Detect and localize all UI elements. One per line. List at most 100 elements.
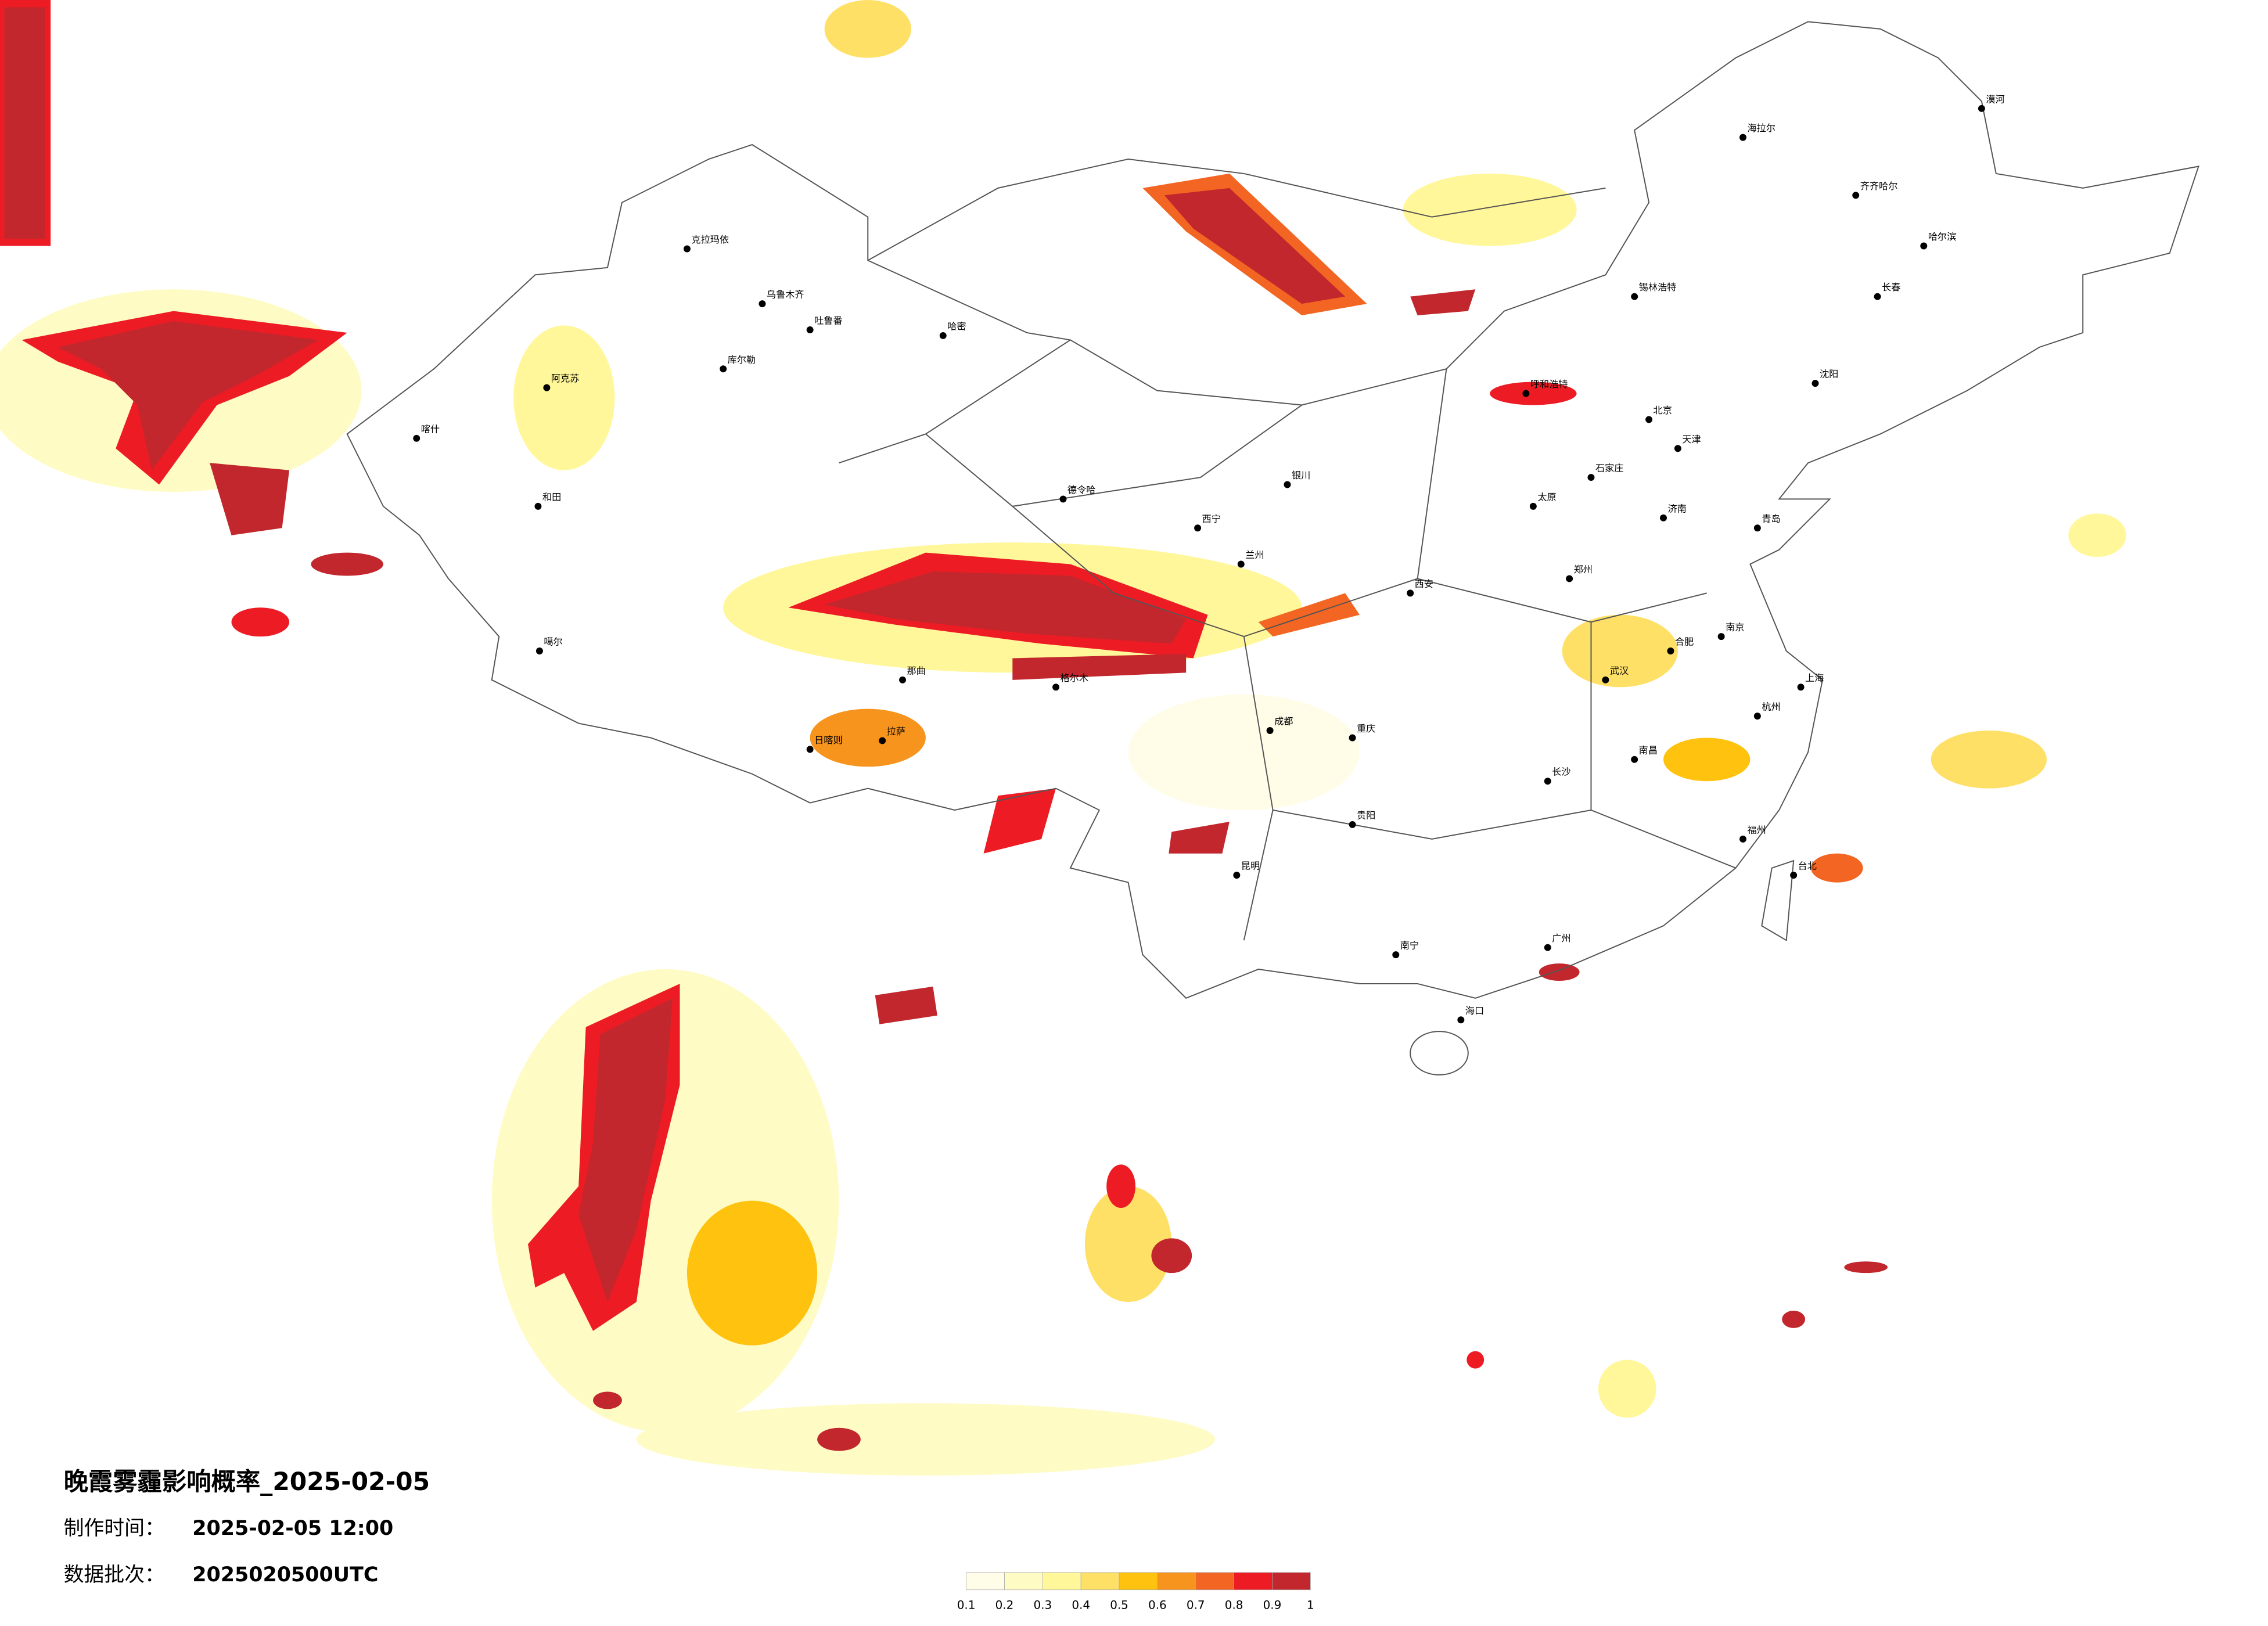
city-label: 喀什 [421,423,440,434]
colorbar-tick-label: 0.9 [1263,1599,1282,1612]
city-label: 合肥 [1675,636,1694,647]
city-label: 阿克苏 [551,373,580,384]
colorbar-tick-label: 0.8 [1225,1599,1243,1612]
city-label: 济南 [1667,503,1686,514]
colorbar-tick-label: 1 [1307,1599,1314,1612]
city-label: 日喀则 [814,735,843,746]
city-label: 南京 [1726,622,1744,633]
city-label: 哈尔滨 [1928,231,1957,242]
city-dot [1753,713,1761,720]
city-dot [1717,633,1725,641]
city-dot [1529,502,1537,510]
city-label: 噶尔 [544,636,562,647]
city-label: 沈阳 [1820,369,1838,380]
city-dot [1457,1016,1465,1024]
city-label: 上海 [1805,672,1824,684]
city-label: 银川 [1292,470,1310,481]
colorbar-box [1272,1572,1311,1591]
city-dot [1811,380,1819,387]
colorbar-tick-label: 0.6 [1148,1599,1167,1612]
city-dot [1645,416,1653,423]
city-label: 青岛 [1762,513,1780,524]
batch-label: 数据批次： [64,1563,165,1587]
city-dot [1522,390,1530,397]
city-label: 昆明 [1241,861,1260,872]
city-dot [534,502,542,510]
colorbar: 0.1 0.2 0.3 0.4 0.5 0.6 0.7 0.8 0.9 1 [957,1572,1314,1612]
city-dot [1566,575,1573,582]
made-time-value: 2025-02-05 12:00 [192,1517,393,1540]
colorbar-box [1195,1572,1234,1591]
city-label: 库尔勒 [728,354,756,365]
city-dot [1852,192,1860,199]
city-label: 长沙 [1552,767,1570,778]
city-dot [879,737,886,744]
colorbar-box [1119,1572,1158,1591]
map-title: 晚霞雾霾影响概率_2025-02-05 [64,1467,430,1496]
city-dot [1631,293,1638,300]
city-dot [1739,134,1746,141]
colorbar-box [1234,1572,1273,1591]
city-dot [1587,474,1595,481]
city-label: 海拉尔 [1747,123,1775,134]
city-dot [759,300,766,308]
city-label: 南昌 [1639,744,1658,756]
city-label: 天津 [1682,434,1701,445]
colorbar-box [1042,1572,1081,1591]
city-dot [1790,872,1798,879]
city-dot [806,326,814,333]
city-dot [1284,481,1291,488]
city-dot [543,384,551,391]
city-label: 石家庄 [1595,463,1624,474]
city-dot [939,332,947,339]
city-dot [1978,105,1985,112]
city-dot [1674,445,1681,452]
haze-field [0,0,2126,1476]
city-label: 吐鲁番 [814,315,843,326]
city-dot [1753,524,1761,532]
colorbar-tick-label: 0.3 [1033,1599,1052,1612]
city-dot [1237,560,1245,568]
city-label: 锡林浩特 [1639,282,1677,293]
city-dot [1797,684,1805,691]
city-dot [1544,778,1551,785]
city-dot [1349,821,1356,828]
city-label: 杭州 [1762,702,1780,713]
city-label: 武汉 [1610,665,1629,676]
city-label: 福州 [1747,824,1766,835]
city-label: 兰州 [1245,549,1264,560]
city-label: 西宁 [1202,513,1221,524]
batch-value: 2025020500UTC [192,1563,378,1587]
city-label: 克拉玛依 [691,234,729,245]
colorbar-box [1157,1572,1196,1591]
city-label: 广州 [1552,933,1570,944]
city-label: 太原 [1537,491,1556,502]
city-dot [720,365,727,373]
city-dot [1660,514,1667,521]
city-label: 西安 [1415,578,1433,589]
colorbar-box [1080,1572,1120,1591]
city-dot [1059,495,1067,503]
city-label: 德令哈 [1067,484,1096,495]
city-dot [683,245,691,253]
city-dot [1407,589,1414,597]
city-dot [1602,676,1609,684]
city-dot [1544,944,1551,951]
city-dot [413,434,420,442]
city-dot [1266,727,1274,734]
city-label: 漠河 [1986,93,2004,105]
city-dot [1874,293,1881,300]
city-dot [1920,242,1928,250]
colorbar-box [966,1572,1005,1591]
city-dot [1739,835,1746,843]
city-label: 格尔木 [1060,672,1088,684]
city-dot [1667,647,1674,654]
made-time-label: 制作时间： [64,1517,165,1540]
city-dot [1349,734,1356,742]
city-label: 海口 [1465,1005,1484,1016]
city-label: 郑州 [1574,564,1593,575]
city-dot [1631,756,1638,763]
city-dot [1233,872,1241,879]
